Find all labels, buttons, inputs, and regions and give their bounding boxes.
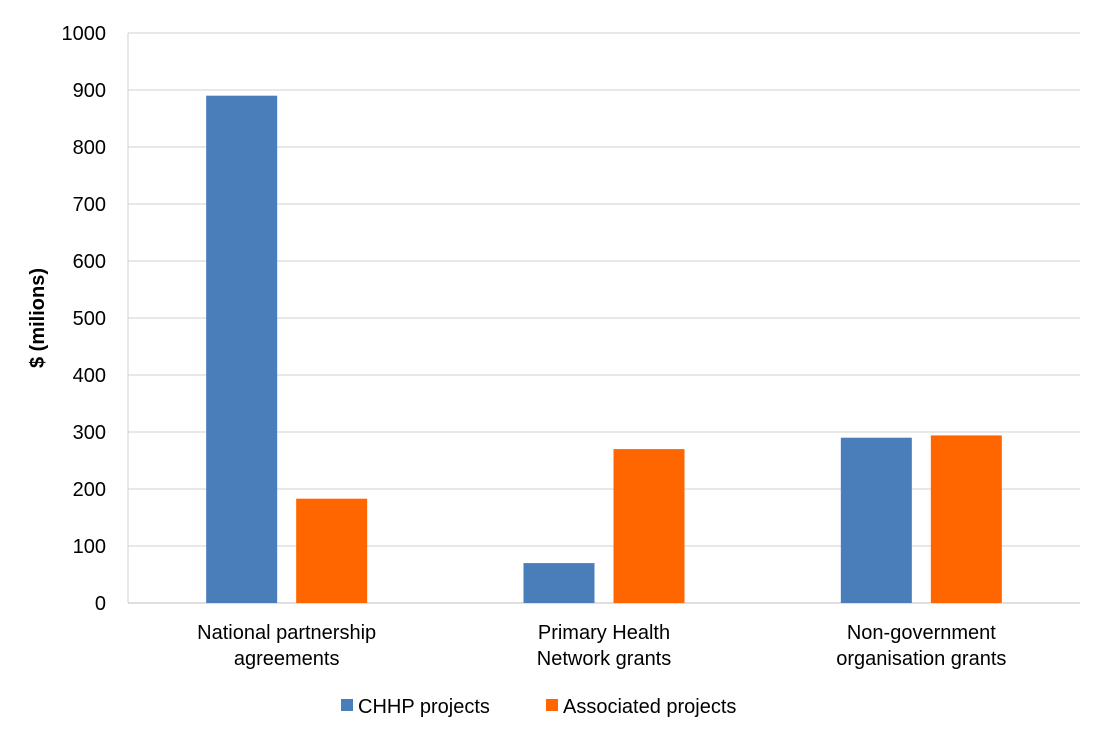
- y-tick-labels: 0 100 200 300 400 500 600 700 800 900 1000: [62, 23, 107, 615]
- legend-label-associated: Associated projects: [563, 696, 736, 718]
- bar-associated-1: [613, 449, 685, 603]
- x-category-label: Primary Health: [538, 622, 670, 644]
- x-category-label: organisation grants: [836, 648, 1006, 670]
- bars: [206, 95, 1002, 603]
- x-category-label: agreements: [234, 648, 340, 670]
- bar-associated-0: [296, 498, 368, 603]
- y-tick-label: 1000: [62, 23, 107, 45]
- y-tick-label: 200: [73, 479, 106, 501]
- bar-chhp-2: [840, 437, 912, 603]
- x-category-label: Non-government: [847, 622, 996, 644]
- legend-swatch-associated: [546, 699, 558, 711]
- y-tick-label: 500: [73, 308, 106, 330]
- x-category-labels: National partnership agreements Primary He…: [197, 622, 1006, 670]
- y-axis-title: $ (milions): [27, 268, 49, 368]
- y-tick-label: 100: [73, 536, 106, 558]
- legend-label-chhp: CHHP projects: [358, 696, 490, 718]
- bar-chhp-1: [523, 563, 595, 603]
- y-tick-label: 600: [73, 251, 106, 273]
- y-tick-label: 400: [73, 365, 106, 387]
- x-category-label: National partnership: [197, 622, 376, 644]
- y-tick-label: 700: [73, 194, 106, 216]
- y-tick-label: 900: [73, 80, 106, 102]
- y-tick-label: 0: [95, 593, 106, 615]
- legend-swatch-chhp: [341, 699, 353, 711]
- y-tick-label: 800: [73, 137, 106, 159]
- gridlines: [127, 32, 1080, 604]
- bar-chhp-0: [206, 95, 278, 603]
- y-tick-label: 300: [73, 422, 106, 444]
- x-category-label: Network grants: [537, 648, 672, 670]
- legend: CHHP projects Associated projects: [341, 696, 736, 718]
- bar-associated-2: [930, 435, 1002, 603]
